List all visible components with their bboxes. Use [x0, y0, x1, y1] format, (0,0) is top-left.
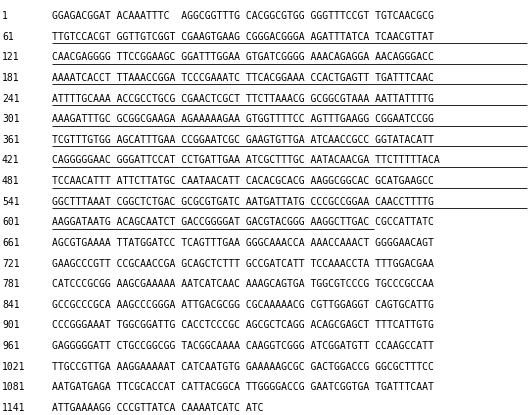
Text: 121: 121	[2, 52, 20, 62]
Text: CATCCCGCGG AAGCGAAAAA AATCATCAAC AAAGCAGTGA TGGCGTCCCG TGCCCGCCAA: CATCCCGCGG AAGCGAAAAA AATCATCAAC AAAGCAG…	[52, 279, 434, 289]
Text: 601: 601	[2, 217, 20, 227]
Text: AAAATCACCT TTAAACCGGA TCCCGAAATC TTCACGGAAA CCACTGAGTT TGATTTCAAC: AAAATCACCT TTAAACCGGA TCCCGAAATC TTCACGG…	[52, 73, 434, 83]
Text: 961: 961	[2, 341, 20, 351]
Text: ATTGAAAAGG CCCGTTATCA CAAAATCATC ATC: ATTGAAAAGG CCCGTTATCA CAAAATCATC ATC	[52, 403, 263, 413]
Text: TCGTTTGTGG AGCATTTGAA CCGGAATCGC GAAGTGTTGA ATCAACCGCC GGTATACATT: TCGTTTGTGG AGCATTTGAA CCGGAATCGC GAAGTGT…	[52, 135, 434, 145]
Text: 901: 901	[2, 320, 20, 330]
Text: AATGATGAGA TTCGCACCAT CATTACGGCA TTGGGGACCG GAATCGGTGA TGATTTCAAT: AATGATGAGA TTCGCACCAT CATTACGGCA TTGGGGA…	[52, 382, 434, 392]
Text: GGAGACGGAT ACAAATTTC  AGGCGGTTTG CACGGCGTGG GGGTTTCCGT TGTCAACGCG: GGAGACGGAT ACAAATTTC AGGCGGTTTG CACGGCGT…	[52, 11, 434, 21]
Text: 781: 781	[2, 279, 20, 289]
Text: TCCAACATTT ATTCTTATGC CAATAACATT CACACGCACG AAGGCGGCAC GCATGAAGCC: TCCAACATTT ATTCTTATGC CAATAACATT CACACGC…	[52, 176, 434, 186]
Text: 241: 241	[2, 93, 20, 103]
Text: 661: 661	[2, 238, 20, 248]
Text: 61: 61	[2, 32, 14, 42]
Text: GCCGCCCGCA AAGCCCGGGA ATTGACGCGG CGCAAAAACG CGTTGGAGGT CAGTGCATTG: GCCGCCCGCA AAGCCCGGGA ATTGACGCGG CGCAAAA…	[52, 300, 434, 310]
Text: TTGTCCACGT GGTTGTCGGT CGAAGTGAAG CGGGACGGGA AGATTTATCA TCAACGTTAT: TTGTCCACGT GGTTGTCGGT CGAAGTGAAG CGGGACG…	[52, 32, 434, 42]
Text: 1: 1	[2, 11, 8, 21]
Text: CAACGAGGGG TTCCGGAAGC GGATTTGGAA GTGATCGGGG AAACAGAGGA AACAGGGACC: CAACGAGGGG TTCCGGAAGC GGATTTGGAA GTGATCG…	[52, 52, 434, 62]
Text: 841: 841	[2, 300, 20, 310]
Text: AAGGATAATG ACAGCAATCT GACCGGGGAT GACGTACGGG AAGGCTTGAC CGCCATTATC: AAGGATAATG ACAGCAATCT GACCGGGGAT GACGTAC…	[52, 217, 434, 227]
Text: 361: 361	[2, 135, 20, 145]
Text: CAGGGGGAAC GGGATTCCAT CCTGATTGAA ATCGCTTTGC AATACAACGA TTCTTTTTACA: CAGGGGGAAC GGGATTCCAT CCTGATTGAA ATCGCTT…	[52, 155, 440, 166]
Text: GAAGCCCGTT CCGCAACCGA GCAGCTCTTT GCCGATCATT TCCAAACCTA TTTGGACGAA: GAAGCCCGTT CCGCAACCGA GCAGCTCTTT GCCGATC…	[52, 259, 434, 269]
Text: 481: 481	[2, 176, 20, 186]
Text: 421: 421	[2, 155, 20, 166]
Text: 721: 721	[2, 259, 20, 269]
Text: ATTTTGCAAA ACCGCCTGCG CGAACTCGCT TTCTTAAACG GCGGCGTAAA AATTATTTTG: ATTTTGCAAA ACCGCCTGCG CGAACTCGCT TTCTTAA…	[52, 93, 434, 103]
Text: 1021: 1021	[2, 361, 25, 372]
Text: GGCTTTAAAT CGGCTCTGAC GCGCGTGATC AATGATTATG CCCGCCGGAA CAACCTTTTG: GGCTTTAAAT CGGCTCTGAC GCGCGTGATC AATGATT…	[52, 197, 434, 207]
Text: 1081: 1081	[2, 382, 25, 392]
Text: AGCGTGAAAA TTATGGATCC TCAGTTTGAA GGGCAAACCA AAACCAAACT GGGGAACAGT: AGCGTGAAAA TTATGGATCC TCAGTTTGAA GGGCAAA…	[52, 238, 434, 248]
Text: CCCGGGAAAT TGGCGGATTG CACCTCCCGC AGCGCTCAGG ACAGCGAGCT TTTCATTGTG: CCCGGGAAAT TGGCGGATTG CACCTCCCGC AGCGCTC…	[52, 320, 434, 330]
Text: 541: 541	[2, 197, 20, 207]
Text: 301: 301	[2, 114, 20, 124]
Text: 1141: 1141	[2, 403, 25, 413]
Text: 181: 181	[2, 73, 20, 83]
Text: GAGGGGGATT CTGCCGGCGG TACGGCAAAA CAAGGTCGGG ATCGGATGTT CCAAGCCATT: GAGGGGGATT CTGCCGGCGG TACGGCAAAA CAAGGTC…	[52, 341, 434, 351]
Text: TTGCCGTTGA AAGGAAAAAT CATCAATGTG GAAAAAGCGC GACTGGACCG GGCGCTTTCC: TTGCCGTTGA AAGGAAAAAT CATCAATGTG GAAAAAG…	[52, 361, 434, 372]
Text: AAAGATTTGC GCGGCGAAGA AGAAAAAGAA GTGGTTTTCC AGTTTGAAGG CGGAATCCGG: AAAGATTTGC GCGGCGAAGA AGAAAAAGAA GTGGTTT…	[52, 114, 434, 124]
